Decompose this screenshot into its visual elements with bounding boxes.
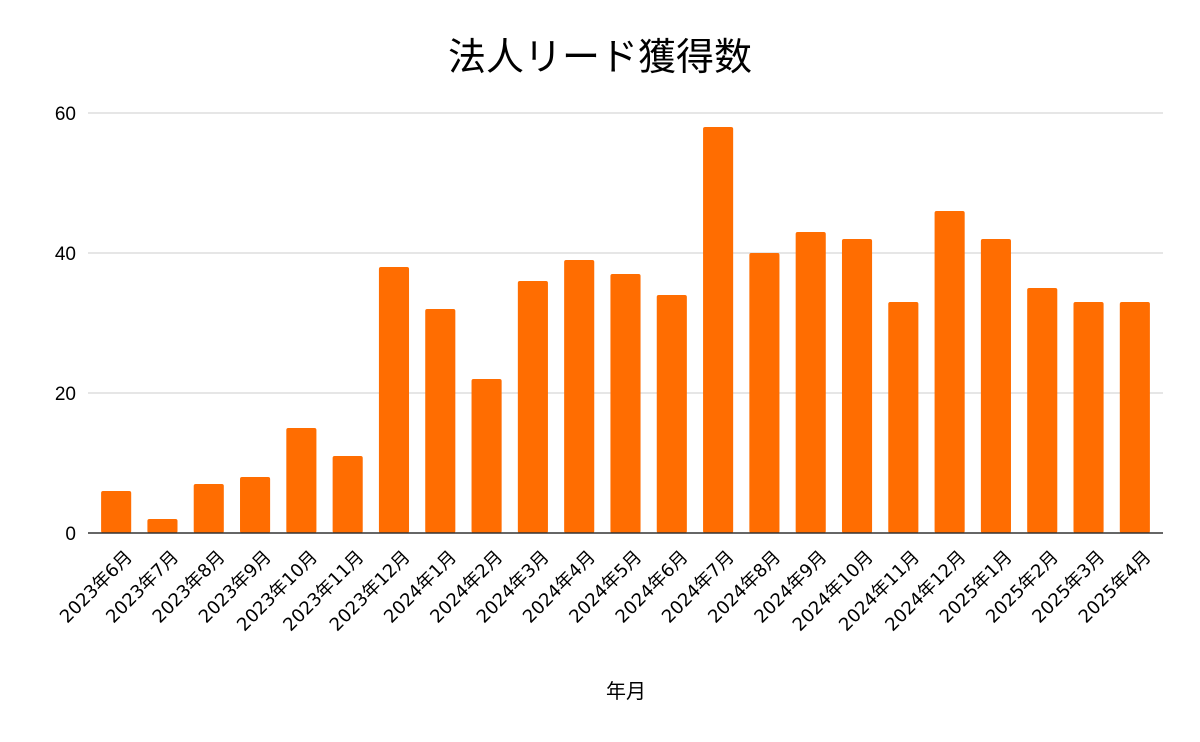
bar bbox=[795, 232, 826, 533]
y-tick-label: 60 bbox=[55, 104, 76, 125]
bar bbox=[1027, 288, 1058, 533]
bar bbox=[517, 281, 548, 533]
bar bbox=[610, 274, 641, 533]
bars bbox=[101, 127, 1150, 533]
bar bbox=[888, 302, 919, 533]
x-axis-labels: 2023年6月2023年7月2023年8月2023年9月2023年10月2023… bbox=[56, 547, 1155, 636]
bar bbox=[841, 239, 873, 533]
y-tick-label: 20 bbox=[55, 384, 76, 405]
y-axis-ticks: 0 20 40 60 bbox=[55, 104, 76, 545]
bar bbox=[980, 239, 1011, 533]
bar bbox=[101, 491, 132, 533]
bar bbox=[471, 379, 502, 533]
bar bbox=[286, 428, 317, 533]
chart-title: 法人リード獲得数 bbox=[448, 35, 752, 79]
bar bbox=[749, 253, 780, 533]
bar bbox=[1073, 302, 1104, 533]
bar bbox=[564, 260, 595, 533]
bar bbox=[332, 456, 363, 533]
bar bbox=[703, 127, 734, 533]
y-tick-label: 0 bbox=[65, 524, 76, 545]
y-tick-label: 40 bbox=[55, 244, 76, 265]
x-axis-title: 年月 bbox=[606, 679, 646, 703]
bar bbox=[240, 477, 271, 533]
bar bbox=[193, 484, 224, 533]
bar bbox=[425, 309, 456, 533]
bar bbox=[378, 267, 410, 533]
bar bbox=[934, 211, 965, 533]
bar bbox=[656, 295, 687, 533]
bar bbox=[1119, 302, 1150, 533]
bar bbox=[147, 519, 178, 533]
